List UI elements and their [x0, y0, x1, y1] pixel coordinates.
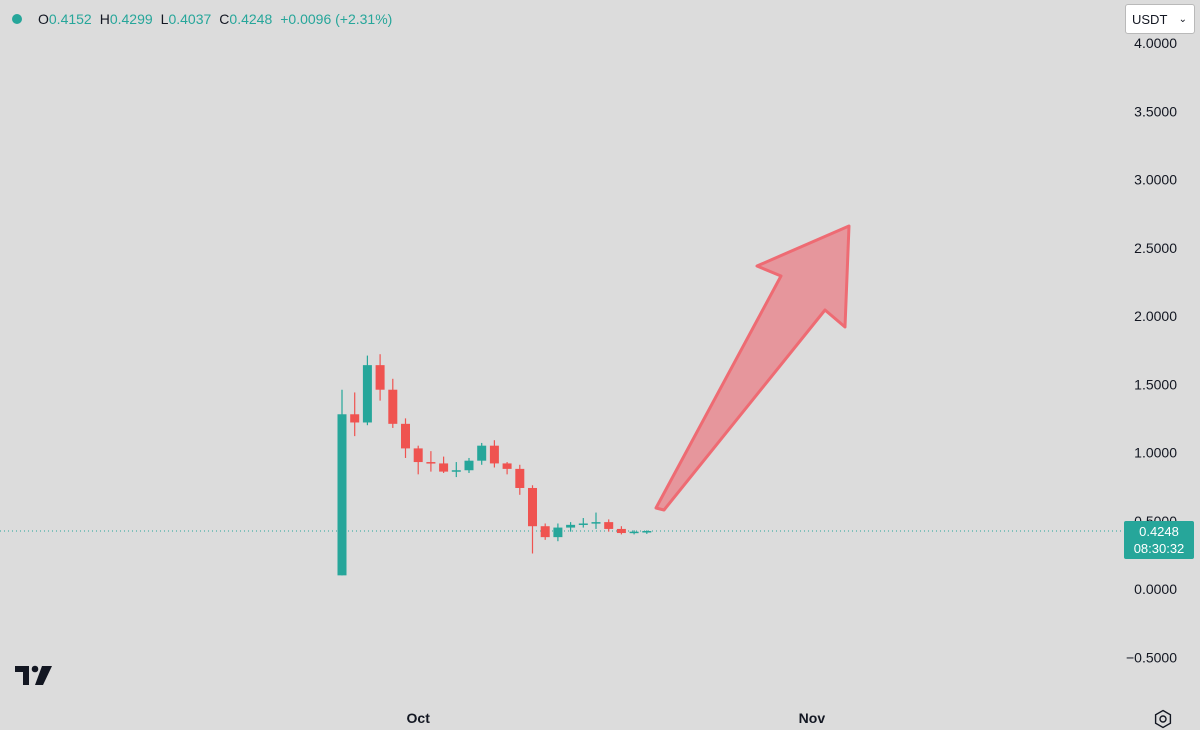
- candle-body[interactable]: [413, 448, 423, 463]
- candle-body[interactable]: [540, 526, 550, 538]
- y-tick-label: 0.0000: [1134, 581, 1177, 597]
- candle-body[interactable]: [566, 524, 576, 528]
- y-tick-label: 3.5000: [1134, 103, 1177, 119]
- y-axis[interactable]: 4.0000 3.5000 3.0000 2.5000 2.0000 1.5000 1.00…: [1126, 35, 1177, 665]
- x-axis[interactable]: Oct Nov: [407, 710, 826, 726]
- candle-body[interactable]: [629, 531, 639, 534]
- candle-body[interactable]: [578, 523, 588, 525]
- status-dot-icon: [12, 14, 22, 24]
- y-tick-label: 2.5000: [1134, 240, 1177, 256]
- current-price-label: 0.4248 08:30:32: [1124, 521, 1194, 559]
- candle-body[interactable]: [489, 445, 499, 464]
- chevron-down-icon: ⌄: [1178, 13, 1187, 25]
- y-tick-label: 4.0000: [1134, 35, 1177, 51]
- low-label: L: [160, 11, 169, 27]
- currency-select[interactable]: USDT ⌄: [1125, 4, 1195, 34]
- ohlc-legend: O 0.4152 H 0.4299 L 0.4037 C 0.4248 +0.0…: [12, 10, 392, 28]
- candle-body[interactable]: [362, 365, 372, 423]
- y-tick-label: 2.0000: [1134, 308, 1177, 324]
- candle-body[interactable]: [375, 365, 385, 390]
- candle-body[interactable]: [388, 389, 398, 424]
- x-tick-label: Nov: [799, 710, 826, 726]
- candle-body[interactable]: [591, 522, 601, 524]
- change-value: +0.0096 (+2.31%): [280, 11, 393, 27]
- annotation-arrow: [654, 224, 851, 512]
- candle-body[interactable]: [451, 470, 461, 472]
- candle-body[interactable]: [502, 463, 512, 469]
- tradingview-logo-icon[interactable]: [14, 664, 54, 688]
- close-value: 0.4248: [229, 11, 273, 27]
- open-label: O: [38, 11, 49, 27]
- candle-body[interactable]: [426, 462, 436, 464]
- candle-body[interactable]: [553, 527, 563, 538]
- candle-body[interactable]: [464, 460, 474, 471]
- candle-body[interactable]: [439, 463, 449, 472]
- candle-body[interactable]: [616, 528, 626, 534]
- candle-body[interactable]: [528, 487, 537, 527]
- bar-countdown: 08:30:32: [1133, 541, 1185, 556]
- current-price-value: 0.4248: [1139, 524, 1179, 539]
- gear-icon[interactable]: [1153, 709, 1173, 729]
- y-tick-label: −0.5000: [1126, 649, 1177, 665]
- high-label: H: [99, 11, 110, 27]
- candle-body[interactable]: [604, 522, 614, 529]
- currency-value: USDT: [1132, 11, 1168, 27]
- candle-body[interactable]: [337, 414, 347, 576]
- y-tick-label: 1.0000: [1134, 445, 1177, 461]
- high-value: 0.4299: [109, 11, 153, 27]
- open-value: 0.4152: [48, 11, 92, 27]
- y-tick-label: 3.0000: [1134, 172, 1177, 188]
- candle-body[interactable]: [350, 414, 360, 423]
- candles-group: [337, 354, 652, 576]
- x-tick-label: Oct: [407, 710, 431, 726]
- y-tick-label: 1.5000: [1134, 376, 1177, 392]
- candle-body[interactable]: [401, 423, 410, 449]
- candle-body[interactable]: [477, 445, 487, 461]
- candle-body[interactable]: [642, 531, 652, 533]
- candle-body[interactable]: [515, 468, 525, 488]
- close-label: C: [219, 11, 230, 27]
- low-value: 0.4037: [168, 11, 212, 27]
